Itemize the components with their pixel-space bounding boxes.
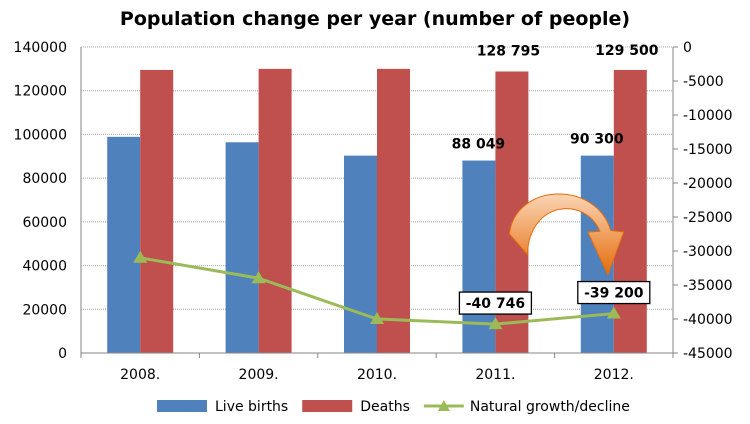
data-label: 90 300 [570, 132, 624, 148]
left-tick-label: 140000 [14, 40, 67, 56]
x-tick-label: 2012. [594, 367, 634, 383]
right-tick-label: -15000 [683, 142, 733, 158]
data-label-box [577, 280, 651, 305]
data-label: 129 500 [595, 43, 659, 59]
right-tick-label: 0 [683, 40, 692, 56]
left-tick-label: 60000 [22, 215, 67, 231]
data-label: 88 049 [452, 137, 506, 153]
right-tick-label: -35000 [683, 278, 733, 294]
x-tick-label: 2011. [475, 367, 515, 383]
left-tick-label: 100000 [14, 127, 67, 143]
x-tick-label: 2009. [239, 367, 279, 383]
bar-live-births [107, 136, 141, 353]
left-tick-label: 20000 [22, 302, 67, 318]
right-tick-label: -25000 [683, 210, 733, 226]
bar-live-births [225, 142, 259, 353]
legend-swatch [302, 400, 353, 412]
data-label-box [458, 291, 533, 315]
bar-deaths [140, 69, 174, 353]
data-label: -39 200 [584, 286, 644, 302]
right-tick-label: -20000 [683, 176, 733, 192]
legend-label: Natural growth/decline [470, 399, 630, 415]
growth-marker [370, 312, 384, 324]
growth-marker [251, 271, 266, 284]
right-tick-label: -45000 [683, 346, 733, 362]
bar-live-births [344, 155, 377, 353]
left-tick-label: 80000 [22, 171, 67, 187]
data-label: -40 746 [466, 296, 525, 312]
chart-title: Population change per year (number of pe… [120, 8, 630, 30]
right-tick-label: -10000 [683, 108, 733, 124]
legend-marker [437, 400, 450, 411]
curved-arrow-icon [508, 193, 625, 277]
x-tick-label: 2010. [357, 367, 397, 383]
left-tick-label: 40000 [22, 259, 67, 275]
bar-deaths [258, 68, 292, 353]
right-tick-label: -5000 [683, 74, 724, 90]
bar-deaths [377, 68, 410, 353]
growth-marker [606, 306, 621, 319]
right-tick-label: -40000 [683, 312, 733, 328]
left-tick-label: 120000 [14, 84, 67, 100]
growth-marker [488, 317, 503, 330]
right-tick-label: -30000 [683, 244, 733, 260]
bar-deaths [613, 69, 647, 353]
bar-live-births [462, 160, 496, 353]
left-tick-label: 0 [58, 346, 67, 362]
data-label: 128 795 [477, 43, 540, 59]
legend-label: Live births [215, 399, 288, 415]
x-tick-label: 2008. [120, 367, 160, 383]
growth-marker [133, 250, 148, 263]
legend-swatch [157, 400, 207, 412]
legend-label: Deaths [360, 399, 410, 415]
